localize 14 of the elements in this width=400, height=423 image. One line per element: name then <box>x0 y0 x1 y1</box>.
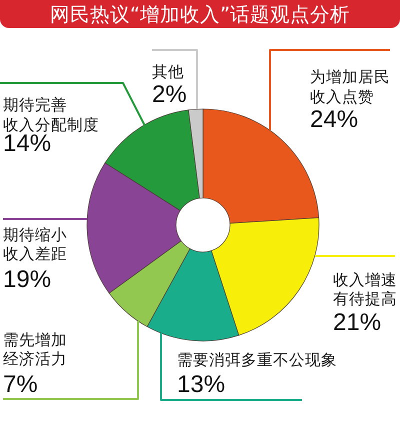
data-label: 13% <box>177 371 226 398</box>
data-label: 21% <box>333 309 382 336</box>
slice-label: 为增加居民收入点赞 <box>310 68 390 106</box>
slice-label: 期待缩小收入差距 <box>3 226 67 263</box>
data-label: 19% <box>3 266 52 293</box>
data-label: 7% <box>3 371 38 398</box>
slice-label: 需要消弭多重不公现象 <box>177 351 337 369</box>
slice-label: 收入增速有待提高 <box>333 271 397 308</box>
data-label: 24% <box>310 106 358 133</box>
chart-title: 网民热议“增加收入”话题观点分析 <box>50 3 350 26</box>
slice-label: 期待完善收入分配制度 <box>3 96 99 134</box>
slice-label: 需先增加经济活力 <box>3 331 67 368</box>
slice-label: 其他 <box>152 63 184 81</box>
data-label: 2% <box>152 81 187 108</box>
